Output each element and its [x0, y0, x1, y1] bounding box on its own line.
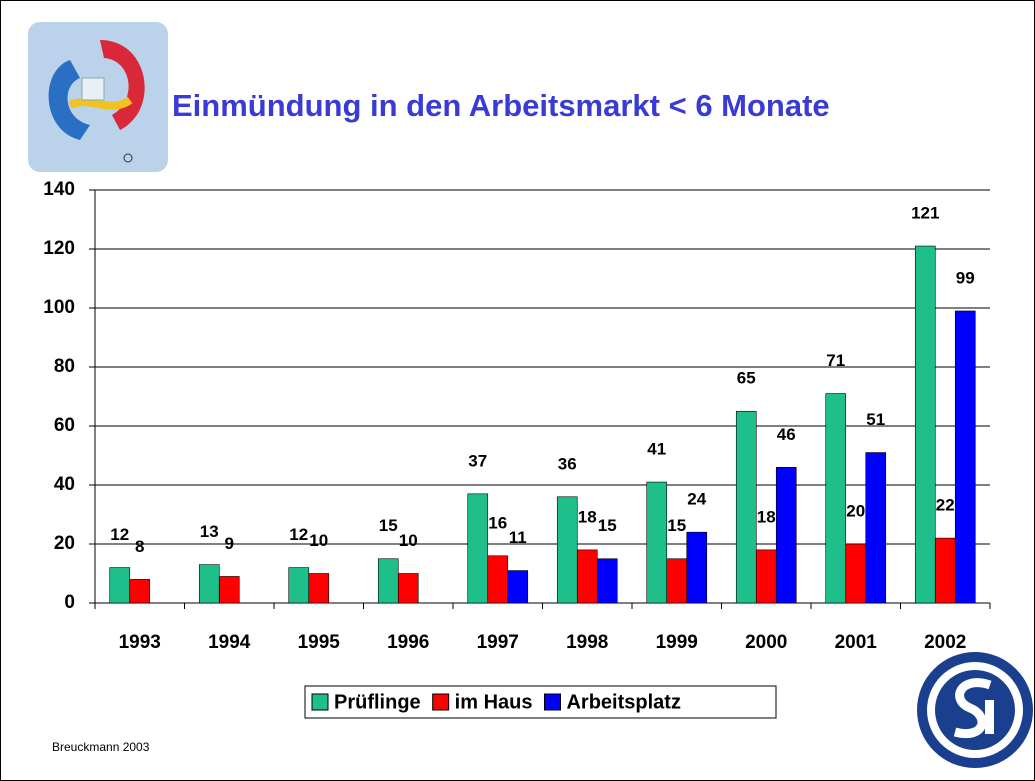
- bar: [130, 579, 150, 603]
- value-label: 99: [956, 268, 975, 287]
- y-tick-label: 100: [43, 297, 75, 318]
- bar: [846, 544, 866, 603]
- bar: [488, 556, 508, 603]
- bar: [398, 574, 418, 604]
- bar: [667, 559, 687, 603]
- value-label: 18: [757, 507, 776, 526]
- value-label: 12: [289, 525, 308, 544]
- bar: [557, 497, 577, 603]
- x-tick-label: 1995: [298, 632, 341, 653]
- y-tick-label: 80: [54, 356, 75, 377]
- footer: Breuckmann 2003: [52, 740, 150, 754]
- y-tick-label: 20: [54, 533, 75, 554]
- value-label: 15: [379, 516, 398, 535]
- value-label: 51: [866, 410, 885, 429]
- value-label: 20: [846, 501, 865, 520]
- value-label: 16: [488, 513, 507, 532]
- y-tick-label: 140: [43, 179, 75, 200]
- value-label: 9: [225, 534, 234, 553]
- value-label: 71: [826, 351, 845, 370]
- y-tick-label: 120: [43, 238, 75, 259]
- bar: [736, 411, 756, 603]
- x-tick-label: 1996: [387, 632, 429, 653]
- value-label: 8: [135, 537, 144, 556]
- value-label: 18: [578, 507, 597, 526]
- chart-title: Einmündung in den Arbeitsmarkt < 6 Monat…: [172, 88, 830, 123]
- bar: [199, 565, 219, 603]
- x-tick-label: 2000: [745, 632, 787, 653]
- x-tick-label: 1997: [477, 632, 519, 653]
- bar: [378, 559, 398, 603]
- bar: [110, 568, 130, 603]
- legend-label: Arbeitsplatz: [566, 691, 680, 713]
- value-label: 12: [110, 525, 129, 544]
- value-label: 11: [509, 528, 527, 547]
- bar: [756, 550, 776, 603]
- value-label: 121: [911, 204, 939, 223]
- bar: [597, 559, 617, 603]
- legend-swatch: [544, 694, 560, 710]
- page: {"chart_data": {"type": "bar", "title": …: [0, 0, 1035, 781]
- x-tick-label: 1999: [656, 632, 698, 653]
- x-tick-label: 1993: [119, 632, 161, 653]
- bar: [687, 532, 707, 603]
- value-label: 37: [468, 451, 487, 470]
- bar: [776, 467, 796, 603]
- value-label: 10: [309, 531, 328, 550]
- value-label: 46: [777, 425, 796, 444]
- bar: [309, 574, 329, 604]
- bar: [577, 550, 597, 603]
- x-tick-label: 1998: [566, 632, 608, 653]
- bar: [219, 576, 239, 603]
- legend-swatch: [433, 694, 449, 710]
- y-tick-label: 40: [54, 474, 75, 495]
- x-tick-label: 1994: [208, 632, 251, 653]
- legend-label: im Haus: [455, 691, 533, 713]
- legend-swatch: [312, 694, 328, 710]
- bar: [289, 568, 309, 603]
- right-logo: [917, 652, 1033, 768]
- value-label: 10: [399, 531, 418, 550]
- x-tick-label: 2001: [835, 632, 878, 653]
- value-label: 22: [936, 496, 955, 515]
- bar: [647, 482, 667, 603]
- bar: [508, 571, 528, 603]
- bar: [955, 311, 975, 603]
- value-label: 15: [667, 516, 686, 535]
- bar: [826, 394, 846, 603]
- x-tick-label: 2002: [924, 632, 966, 653]
- left-logo: [28, 22, 168, 172]
- y-tick-label: 60: [54, 415, 75, 436]
- value-label: 41: [647, 440, 666, 459]
- bar: [935, 538, 955, 603]
- value-label: 65: [737, 369, 756, 388]
- bar: [866, 453, 886, 603]
- legend-label: Prüflinge: [334, 691, 421, 713]
- value-label: 24: [687, 490, 706, 509]
- value-label: 15: [598, 516, 617, 535]
- value-label: 13: [200, 522, 219, 541]
- slide: Einmündung in den Arbeitsmarkt < 6 Monat…: [0, 0, 1035, 781]
- bar: [468, 494, 488, 603]
- bar: [915, 246, 935, 603]
- value-label: 36: [558, 454, 577, 473]
- y-tick-label: 0: [64, 592, 75, 613]
